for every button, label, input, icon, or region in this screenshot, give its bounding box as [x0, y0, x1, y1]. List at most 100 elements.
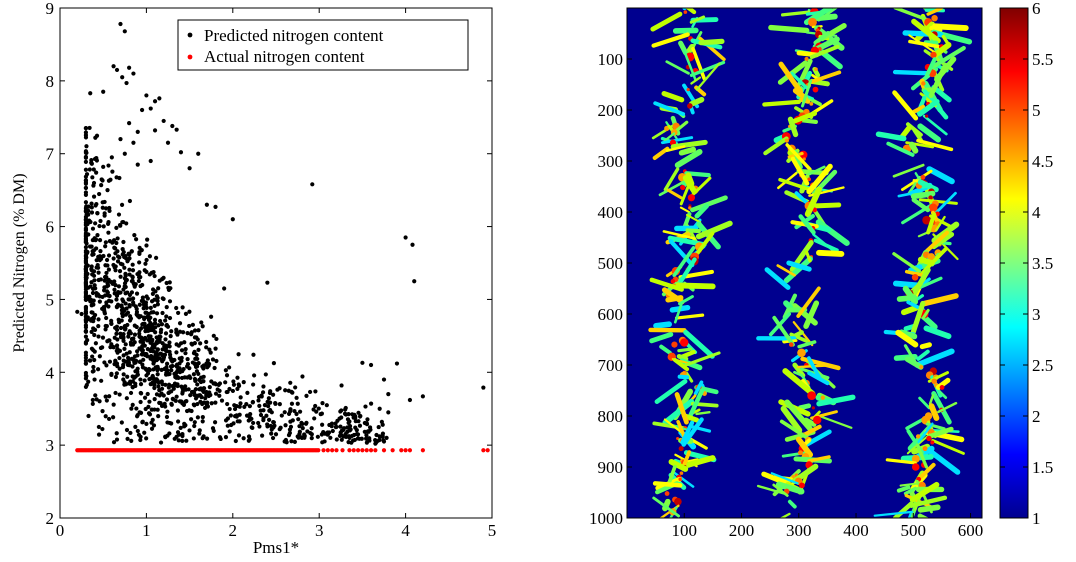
predicted-point: [119, 202, 125, 207]
leaf: [904, 269, 925, 277]
leaf: [941, 34, 949, 45]
predicted-point: [357, 423, 363, 428]
leaf: [926, 166, 955, 185]
predicted-point: [266, 403, 271, 409]
predicted-point: [103, 327, 108, 332]
predicted-point: [116, 212, 122, 217]
predicted-point: [227, 386, 232, 392]
predicted-point: [183, 384, 188, 389]
predicted-point: [151, 423, 157, 428]
predicted-point: [104, 363, 109, 368]
predicted-point: [209, 379, 214, 384]
predicted-point: [111, 238, 117, 243]
predicted-point: [83, 159, 89, 164]
predicted-point: [104, 289, 110, 294]
predicted-point: [196, 371, 201, 377]
predicted-point: [157, 334, 162, 339]
hot-spot: [921, 81, 926, 86]
predicted-point: [137, 302, 142, 307]
predicted-point: [126, 331, 131, 336]
actual-point: [325, 448, 330, 453]
leaf: [796, 286, 821, 318]
predicted-point: [200, 436, 205, 441]
predicted-point: [96, 270, 101, 275]
hot-spot: [799, 482, 805, 489]
predicted-point: [245, 390, 250, 395]
leaf: [662, 230, 696, 240]
predicted-point: [142, 343, 147, 348]
heatmap-ytick-label: 600: [598, 305, 624, 324]
leaf: [813, 238, 839, 253]
predicted-point: [114, 297, 119, 302]
leaf: [917, 504, 941, 513]
predicted-point: [319, 411, 324, 416]
predicted-point: [304, 420, 309, 425]
predicted-point: [107, 359, 113, 364]
predicted-point: [363, 404, 368, 409]
predicted-point: [113, 374, 118, 380]
predicted-point: [166, 390, 171, 396]
predicted-point: [92, 349, 97, 354]
predicted-point: [107, 208, 112, 213]
leaf: [897, 190, 923, 198]
predicted-point: [91, 194, 97, 199]
scatter-y-axis: 2 3 4 5 6 7 8 9: [46, 0, 492, 528]
predicted-point: [187, 166, 192, 171]
predicted-point: [227, 429, 232, 434]
hot-spot: [679, 471, 684, 475]
predicted-point: [259, 393, 264, 398]
predicted-point: [130, 402, 135, 407]
predicted-point: [111, 256, 116, 261]
predicted-point: [215, 387, 220, 392]
predicted-point: [269, 431, 274, 436]
leaf: [908, 34, 937, 54]
predicted-point: [94, 170, 99, 175]
predicted-point: [122, 327, 128, 332]
leaf: [892, 90, 919, 121]
predicted-point: [174, 394, 179, 399]
leaf: [910, 300, 926, 335]
predicted-point: [83, 358, 89, 363]
predicted-point: [118, 137, 123, 142]
predicted-point: [105, 293, 111, 298]
leaf: [924, 57, 937, 78]
predicted-point: [83, 248, 89, 253]
predicted-point: [249, 425, 254, 430]
predicted-point: [185, 357, 190, 362]
predicted-point: [135, 129, 140, 134]
legend-predicted-label: Predicted nitrogen content: [204, 26, 384, 45]
predicted-point: [89, 264, 94, 269]
leaf: [678, 257, 697, 284]
predicted-point: [134, 312, 139, 317]
predicted-point: [90, 249, 95, 254]
leaf: [684, 351, 721, 367]
leaf: [673, 302, 683, 324]
predicted-point: [189, 417, 194, 422]
predicted-point: [115, 236, 120, 241]
leaf: [695, 220, 733, 240]
colorbar-tick-label: 2: [1032, 407, 1041, 426]
predicted-point: [265, 280, 270, 285]
leaf: [932, 42, 952, 58]
leaf: [690, 195, 728, 213]
leaf: [693, 380, 704, 396]
predicted-point: [150, 291, 155, 296]
predicted-point: [93, 237, 99, 242]
leaf: [938, 390, 948, 399]
predicted-point: [174, 434, 179, 439]
predicted-point: [117, 355, 122, 361]
predicted-point: [155, 302, 160, 307]
leaf: [797, 58, 813, 86]
predicted-point: [138, 275, 143, 280]
predicted-point: [139, 298, 144, 303]
predicted-point: [167, 299, 173, 304]
predicted-point: [333, 425, 338, 430]
predicted-point: [167, 280, 172, 285]
hot-spot: [814, 67, 818, 71]
predicted-point: [199, 320, 204, 325]
leaf: [807, 455, 831, 463]
predicted-point: [114, 304, 119, 309]
predicted-point: [204, 202, 209, 207]
predicted-point: [315, 434, 320, 439]
predicted-point: [83, 266, 89, 271]
